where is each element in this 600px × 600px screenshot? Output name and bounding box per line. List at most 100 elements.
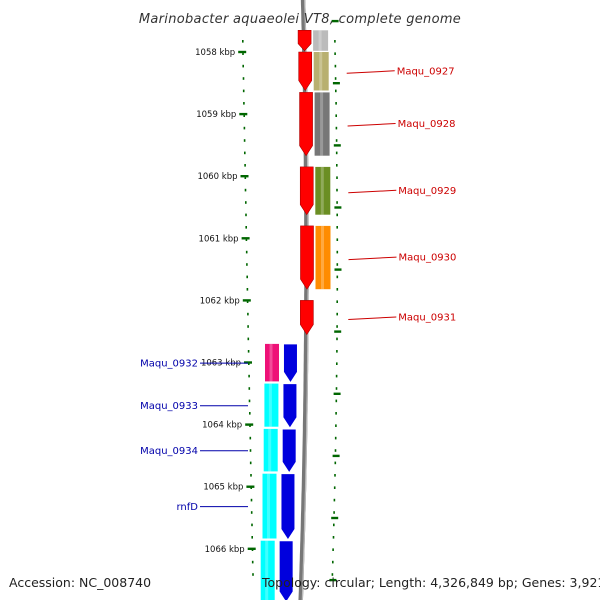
ruler-dot bbox=[248, 399, 251, 403]
topology-text: Topology: circular; Length: 4,326,849 bp… bbox=[261, 575, 600, 590]
kbp-tick-label: 1064 kbp bbox=[202, 421, 242, 431]
minus-gene-arrow bbox=[283, 344, 297, 382]
ruler-dot bbox=[336, 250, 339, 254]
gene-label: Maqu_0927 bbox=[397, 66, 455, 77]
cog-block bbox=[264, 383, 279, 427]
ruler-dot bbox=[246, 263, 248, 266]
ruler-dot bbox=[334, 64, 337, 68]
ruler-major-tick bbox=[331, 19, 339, 23]
ruler-dot bbox=[248, 362, 250, 365]
plus-gene-outline bbox=[299, 92, 313, 157]
kbp-tick-label: 1062 kbp bbox=[200, 296, 240, 306]
ruler-dot bbox=[247, 350, 250, 353]
gene-label: Maqu_0934 bbox=[140, 446, 198, 457]
ruler-dot bbox=[243, 102, 245, 105]
ruler-major-tick bbox=[332, 82, 340, 85]
kbp-tick bbox=[246, 485, 255, 488]
ruler-dot bbox=[336, 263, 339, 266]
ruler-major-tick bbox=[332, 454, 340, 458]
ruler-major-tick bbox=[329, 578, 337, 582]
ruler-dot bbox=[251, 560, 254, 564]
plus-gene-outline bbox=[299, 166, 314, 216]
gene-label: Maqu_0931 bbox=[398, 313, 456, 324]
ruler-dot bbox=[250, 498, 253, 502]
ruler-dot bbox=[335, 424, 337, 427]
ruler-dot bbox=[248, 374, 250, 378]
ruler-major-tick bbox=[333, 392, 341, 395]
kbp-tick bbox=[241, 237, 250, 240]
kbp-tick bbox=[240, 175, 249, 178]
ruler-dot bbox=[249, 412, 251, 415]
ruler-dot bbox=[336, 362, 338, 365]
ruler-dot bbox=[334, 77, 337, 80]
ruler-dot bbox=[246, 275, 248, 279]
minus-gene-arrow bbox=[281, 474, 295, 539]
gene-label: Maqu_0933 bbox=[140, 401, 198, 412]
ruler-dot bbox=[336, 238, 339, 241]
plus-gene-arrow bbox=[298, 30, 312, 51]
cog-block bbox=[263, 428, 278, 472]
ruler-dot bbox=[334, 436, 337, 440]
ruler-dot bbox=[244, 151, 246, 155]
label-leader-line bbox=[348, 316, 397, 320]
cog-block bbox=[313, 30, 329, 51]
ruler-dot bbox=[247, 325, 249, 328]
ruler-dot bbox=[246, 288, 249, 291]
cog-block bbox=[262, 473, 277, 539]
ruler-dot bbox=[336, 201, 338, 204]
ruler-dot bbox=[336, 350, 338, 353]
plus-gene-outline bbox=[298, 51, 313, 92]
plus-gene-arrow bbox=[300, 225, 314, 290]
ruler-major-tick bbox=[333, 144, 341, 147]
ruler-dot bbox=[246, 300, 249, 303]
ruler-dot bbox=[332, 548, 334, 551]
ruler-dot bbox=[336, 164, 338, 167]
ruler-dot bbox=[335, 126, 338, 130]
kbp-tick bbox=[238, 50, 247, 54]
kbp-tick bbox=[244, 361, 252, 364]
ruler-dot bbox=[244, 176, 247, 179]
gene-label: Maqu_0932 bbox=[140, 359, 198, 370]
plus-gene-arrow bbox=[300, 166, 314, 215]
kbp-tick-label: 1058 kbp bbox=[195, 48, 235, 58]
ruler-dot bbox=[336, 312, 338, 316]
ruler-dot bbox=[335, 114, 337, 117]
ruler-major-tick bbox=[331, 516, 339, 520]
ruler-dot bbox=[332, 536, 335, 539]
minus-gene-arrow bbox=[283, 384, 297, 428]
ruler-dot bbox=[336, 188, 338, 192]
ruler-dot bbox=[331, 573, 334, 576]
ruler-dot bbox=[251, 523, 253, 527]
kbp-tick-label: 1060 kbp bbox=[197, 172, 237, 182]
minus-gene-arrow bbox=[282, 429, 296, 472]
ruler-dot bbox=[333, 486, 336, 489]
plus-gene-outline bbox=[297, 29, 312, 52]
ruler-dot bbox=[335, 151, 338, 155]
ruler-dot bbox=[245, 213, 247, 217]
ruler-dot bbox=[249, 449, 252, 452]
ruler-dot bbox=[336, 275, 339, 279]
ruler-dot bbox=[333, 498, 336, 502]
kbp-tick bbox=[245, 423, 254, 426]
ruler-dot bbox=[245, 238, 248, 241]
accession-text: Accession: NC_008740 bbox=[9, 575, 151, 590]
ruler-dot bbox=[334, 40, 336, 43]
ruler-dot bbox=[245, 226, 247, 229]
plus-gene-outline bbox=[300, 225, 314, 290]
label-leader-line bbox=[348, 189, 397, 194]
ruler-dot bbox=[335, 139, 338, 142]
kbp-ruler: 1058 kbp 1059 kbp 1060 kbp 1061 kbp 1062 kbp… bbox=[195, 48, 256, 555]
ruler-dot bbox=[242, 40, 244, 43]
ruler-dot bbox=[250, 511, 253, 514]
ruler-dot bbox=[336, 226, 338, 229]
ruler-dot bbox=[335, 399, 338, 403]
ruler-dot bbox=[336, 337, 338, 341]
kbp-tick-label: 1059 kbp bbox=[196, 110, 236, 120]
plus-gene-arrow bbox=[299, 92, 313, 156]
kbp-tick-label: 1061 kbp bbox=[199, 234, 239, 244]
label-leader-line bbox=[348, 256, 397, 261]
gene-track bbox=[279, 29, 314, 600]
label-leader-line bbox=[346, 70, 395, 74]
ruler-dot bbox=[336, 288, 339, 291]
